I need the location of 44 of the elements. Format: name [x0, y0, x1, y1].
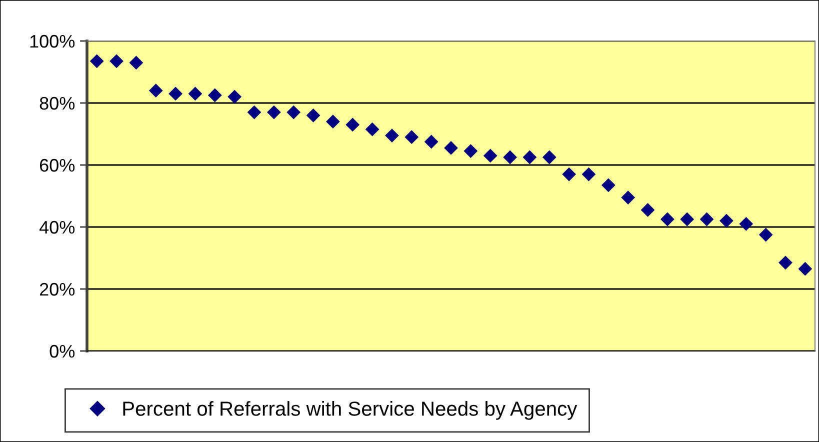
- point: [148, 84, 163, 98]
- point: [542, 150, 556, 164]
- point: [739, 216, 754, 231]
- y-tick-label: 80%: [40, 96, 75, 110]
- point: [562, 167, 576, 182]
- point: [90, 54, 104, 68]
- y-tick-label: 100%: [30, 34, 75, 48]
- point: [286, 105, 301, 120]
- point: [522, 150, 537, 164]
- point: [660, 212, 674, 226]
- point: [444, 141, 458, 155]
- point: [640, 203, 655, 217]
- point: [168, 86, 182, 101]
- point: [758, 228, 773, 242]
- y-tick-label: 0%: [50, 344, 75, 358]
- point: [503, 150, 517, 164]
- point: [582, 167, 596, 182]
- point: [385, 128, 399, 142]
- y-tick-label: 60%: [40, 158, 75, 172]
- point: [778, 256, 792, 270]
- point: [326, 114, 340, 129]
- point: [188, 86, 202, 101]
- point: [700, 212, 714, 226]
- point: [601, 178, 616, 192]
- point: [129, 56, 144, 70]
- point: [680, 212, 694, 226]
- legend-label: Percent of Referrals with Service Needs by Agency: [123, 401, 578, 420]
- point: [798, 262, 812, 276]
- point: [621, 190, 636, 204]
- point: [404, 130, 419, 144]
- point: [208, 88, 222, 102]
- point: [247, 105, 262, 120]
- point: [346, 118, 360, 132]
- y-tick-label: 20%: [40, 282, 75, 296]
- point: [424, 134, 438, 149]
- point: [228, 90, 242, 104]
- point: [266, 105, 281, 120]
- y-tick-label: 40%: [39, 220, 75, 234]
- point: [365, 122, 380, 136]
- point: [483, 148, 498, 163]
- point: [720, 214, 734, 228]
- point: [306, 108, 320, 122]
- point: [464, 144, 478, 158]
- point: [110, 54, 124, 68]
